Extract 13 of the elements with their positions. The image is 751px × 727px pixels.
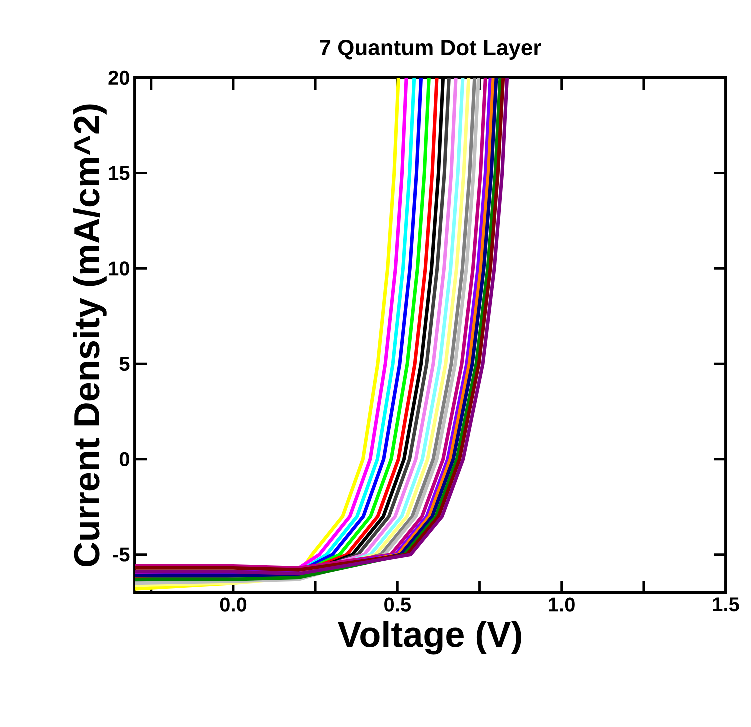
y-axis-title: Current Density (mA/cm^2) bbox=[73, 104, 107, 567]
x-tick-label: 1.0 bbox=[549, 598, 575, 612]
y-tick-label: -5 bbox=[113, 548, 130, 562]
chart-title: 7 Quantum Dot Layer bbox=[320, 40, 542, 60]
y-tick-label: 5 bbox=[120, 357, 130, 372]
y-tick-label: 15 bbox=[109, 166, 130, 180]
x-tick-label: 1.5 bbox=[713, 598, 740, 612]
y-tick-label: 10 bbox=[109, 262, 130, 276]
y-tick-label: 20 bbox=[108, 70, 130, 86]
x-tick-label: 0.0 bbox=[220, 598, 247, 612]
x-axis-title: Voltage (V) bbox=[338, 621, 522, 655]
y-tick-label: 0 bbox=[120, 452, 130, 467]
x-tick-label: 0.5 bbox=[384, 598, 412, 612]
